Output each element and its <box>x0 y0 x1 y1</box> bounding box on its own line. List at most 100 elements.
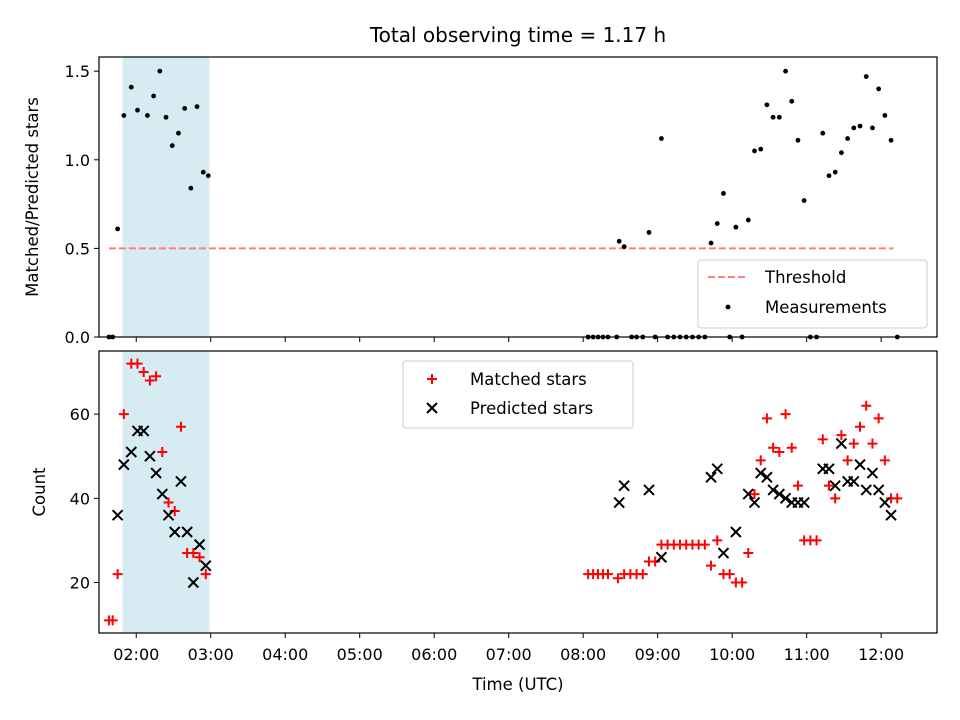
count-x-tick-label-10: 12:00 <box>858 645 904 664</box>
predicted-point-22 <box>730 526 742 538</box>
measurement-point-66 <box>882 113 888 118</box>
measurement-point-47 <box>764 102 770 108</box>
measurement-point-44 <box>745 217 751 223</box>
count-panel-frame <box>98 350 938 634</box>
matched-point-67 <box>892 493 903 504</box>
predicted-point-7 <box>156 488 169 500</box>
ratio-panel-axes: 0.0 0.5 1.0 1.5 <box>65 56 938 347</box>
matched-point-8 <box>151 371 162 382</box>
matched-point-2 <box>112 569 123 580</box>
legend-predicted-swatch <box>426 402 438 414</box>
predicted-point-14 <box>200 559 212 572</box>
predicted-point-20 <box>711 463 723 475</box>
predicted-point-29 <box>779 492 792 505</box>
count-x-tick-label-7: 09:00 <box>635 645 681 664</box>
matched-point-10 <box>163 497 174 508</box>
ratio-panel-frame <box>98 56 938 338</box>
measurement-point-50 <box>783 68 788 74</box>
measurement-point-67 <box>888 137 894 143</box>
predicted-point-15 <box>613 496 625 509</box>
ratio-legend-box <box>697 259 928 329</box>
count-panel: 20 40 60 02:00 03:00 04:00 05:00 06:00 07:00 08:0… <box>30 350 938 694</box>
predicted-point-36 <box>835 437 848 450</box>
count-panel-x-axis-label: Time (UTC) <box>471 675 563 694</box>
predicted-point-13 <box>193 538 206 551</box>
matched-point-22 <box>612 573 623 584</box>
measurement-point-53 <box>801 198 807 203</box>
legend-matched-swatch <box>427 374 437 384</box>
ratio-panel-shaded-interval <box>122 57 210 337</box>
ratio-shade-rect <box>122 57 210 337</box>
matched-point-59 <box>842 455 853 466</box>
count-shade-rect <box>122 351 210 633</box>
measurement-point-51 <box>789 98 795 104</box>
legend-predicted-label: Predicted stars <box>470 399 593 418</box>
legend-threshold-label: Threshold <box>764 268 846 287</box>
predicted-point-43 <box>879 496 891 509</box>
measurement-point-23 <box>616 238 622 244</box>
measurement-point-58 <box>832 169 838 175</box>
matched-point-3 <box>118 409 129 420</box>
measurement-point-45 <box>752 148 757 154</box>
matched-point-37 <box>706 560 717 571</box>
measurement-point-57 <box>826 173 832 179</box>
matched-point-64 <box>873 413 884 424</box>
matched-point-61 <box>855 421 866 432</box>
matched-point-1 <box>107 615 118 626</box>
predicted-point-40 <box>860 484 872 496</box>
figure-title: Total observing time = 1.17 h <box>369 23 666 47</box>
count-legend-box <box>402 360 634 429</box>
ratio-y-tick-label-3: 1.5 <box>65 62 90 81</box>
matched-point-9 <box>157 447 168 458</box>
measurement-point-15 <box>200 169 206 175</box>
matched-point-57 <box>830 493 841 504</box>
ratio-y-tick-label-1: 0.5 <box>65 239 90 258</box>
count-x-tick-label-0: 02:00 <box>113 645 159 664</box>
predicted-point-26 <box>761 471 773 483</box>
matched-point-12 <box>175 421 186 432</box>
count-panel-legend: Matched stars Predicted stars <box>402 360 634 429</box>
measurement-point-12 <box>182 105 188 111</box>
measurement-point-3 <box>121 113 127 118</box>
measurement-point-16 <box>205 173 211 179</box>
measurement-point-10 <box>169 143 175 149</box>
predicted-point-21 <box>717 547 730 559</box>
measurement-point-24 <box>621 244 627 250</box>
predicted-point-4 <box>137 425 150 437</box>
matched-point-49 <box>780 409 791 420</box>
count-x-tick-label-2: 04:00 <box>262 645 308 664</box>
measurement-point-59 <box>839 150 844 156</box>
count-y-tick-label-0: 20 <box>70 573 90 592</box>
measurement-point-39 <box>714 221 720 226</box>
predicted-point-35 <box>829 479 841 492</box>
predicted-point-16 <box>618 479 630 492</box>
matched-point-56 <box>823 480 834 491</box>
matched-point-21 <box>603 569 614 580</box>
matched-point-42 <box>737 577 748 588</box>
matched-point-5 <box>132 358 143 369</box>
measurement-point-38 <box>708 240 714 246</box>
predicted-point-6 <box>150 467 162 479</box>
measurement-point-28 <box>646 230 652 235</box>
matched-point-65 <box>879 455 890 466</box>
predicted-point-39 <box>854 458 866 471</box>
predicted-point-32 <box>798 496 810 509</box>
count-x-tick-label-6: 08:00 <box>560 645 606 664</box>
measurement-point-5 <box>135 107 140 113</box>
measurement-point-13 <box>188 185 194 191</box>
measurement-point-60 <box>845 136 851 141</box>
legend-measurement-swatch <box>725 304 731 310</box>
predicted-point-10 <box>175 475 187 488</box>
count-x-tick-label-8: 10:00 <box>709 645 755 664</box>
matched-point-54 <box>811 535 822 546</box>
predicted-point-5 <box>144 450 156 462</box>
count-y-tick-label-1: 40 <box>70 489 90 508</box>
measurement-point-61 <box>851 125 857 131</box>
matched-point-43 <box>743 548 754 559</box>
matched-point-50 <box>786 442 797 453</box>
count-x-tick-label-3: 05:00 <box>337 645 383 664</box>
measurement-point-65 <box>876 86 882 92</box>
legend-matched-label: Matched stars <box>470 370 587 389</box>
predicted-point-23 <box>742 488 755 500</box>
predicted-point-24 <box>748 496 761 509</box>
